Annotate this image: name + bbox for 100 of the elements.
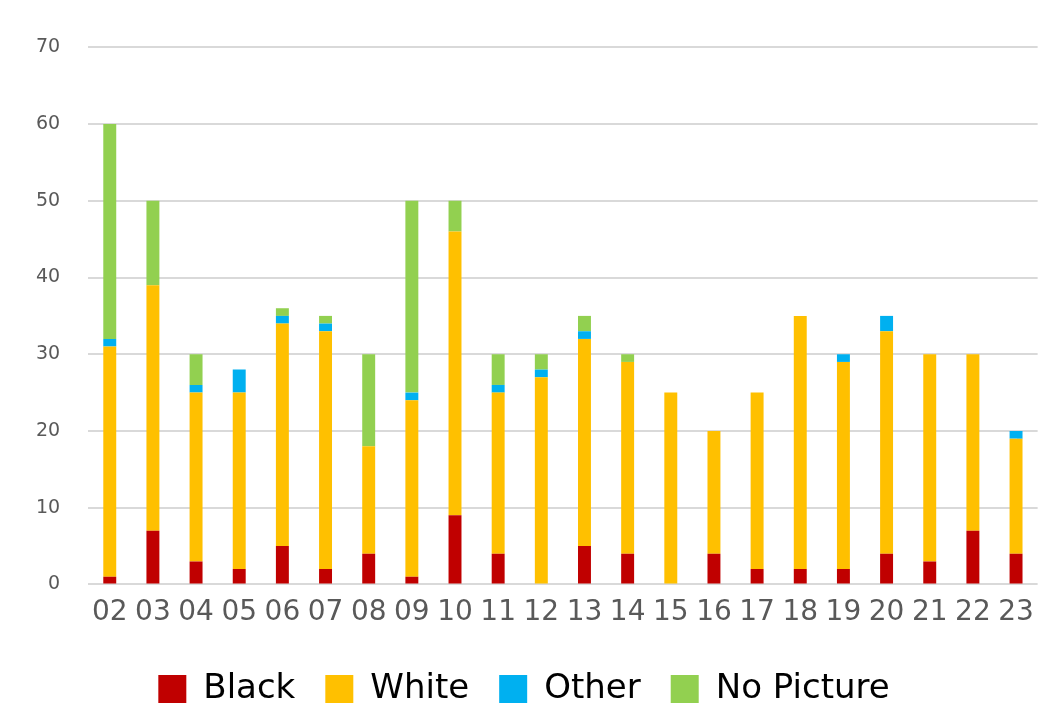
- bar: [405, 576, 419, 584]
- x-tick-label: 12: [523, 594, 560, 628]
- bar: [880, 553, 894, 584]
- x-tick-label: 08: [350, 594, 387, 628]
- bar: [275, 323, 289, 547]
- bar: [362, 354, 376, 447]
- bar: [319, 315, 333, 324]
- x-tick-label: 13: [566, 594, 603, 628]
- bar: [880, 331, 894, 554]
- x-tick-label: 16: [696, 594, 732, 628]
- bar: [707, 430, 721, 554]
- x-tick-label: 22: [955, 594, 991, 628]
- bar: [578, 338, 591, 547]
- bar: [836, 354, 850, 362]
- bar: [578, 315, 591, 332]
- x-tick-label: 05: [221, 594, 258, 628]
- bar: [1009, 438, 1023, 554]
- bar: [966, 530, 980, 584]
- bar: [103, 346, 117, 577]
- bar: [750, 569, 764, 584]
- x-tick-label: 04: [178, 594, 214, 628]
- bar: [448, 231, 462, 516]
- legend-label: White: [370, 665, 470, 706]
- bar: [621, 553, 635, 584]
- legend-label: No Picture: [715, 665, 890, 706]
- bar: [448, 515, 462, 584]
- bar: [275, 315, 289, 324]
- bar: [232, 392, 246, 570]
- bar: [1009, 553, 1023, 584]
- x-tick-label: 20: [868, 594, 905, 628]
- bar: [275, 308, 289, 316]
- bar: [491, 354, 505, 385]
- bar: [621, 361, 635, 554]
- x-tick-label: 23: [998, 594, 1034, 628]
- bar: [534, 369, 548, 378]
- y-tick-label: 50: [35, 187, 61, 210]
- y-tick-label: 0: [48, 571, 61, 594]
- x-tick-label: 14: [609, 594, 646, 628]
- x-tick-label: 10: [437, 594, 473, 628]
- bar: [319, 331, 333, 570]
- bar: [880, 315, 894, 332]
- bar: [578, 331, 591, 339]
- bar: [836, 361, 850, 570]
- bar: [146, 200, 160, 286]
- y-tick-label: 30: [35, 341, 61, 364]
- bar: [405, 200, 419, 393]
- bar: [491, 553, 505, 584]
- x-tick-label: 21: [911, 594, 948, 628]
- y-tick-label: 40: [35, 264, 61, 287]
- bar: [793, 569, 807, 584]
- bar: [232, 369, 246, 393]
- y-tick-label: 10: [35, 494, 61, 517]
- y-tick-label: 60: [35, 111, 61, 134]
- x-tick-label: 09: [394, 594, 430, 628]
- bar: [923, 561, 937, 584]
- bar: [491, 384, 505, 393]
- x-tick-label: 15: [652, 594, 689, 628]
- bar: [578, 546, 591, 584]
- bar: [189, 392, 203, 562]
- bar: [103, 338, 117, 347]
- bar: [750, 392, 764, 570]
- bar: [146, 285, 160, 531]
- bar: [534, 377, 548, 584]
- bar: [621, 354, 635, 362]
- bar: [836, 569, 850, 584]
- bar: [275, 546, 289, 584]
- bar: [664, 392, 678, 584]
- bar: [189, 354, 203, 385]
- bar: [362, 446, 376, 554]
- y-tick-label: 20: [35, 417, 61, 440]
- bar: [319, 323, 333, 332]
- x-tick-label: 06: [264, 594, 301, 628]
- x-tick-label: 18: [782, 594, 819, 628]
- bar: [707, 553, 721, 584]
- bar: [793, 315, 807, 570]
- bar: [405, 392, 419, 401]
- bar: [103, 124, 117, 339]
- bar: [362, 553, 376, 584]
- bar: [103, 576, 117, 584]
- x-tick-label: 07: [307, 594, 344, 628]
- x-tick-label: 19: [825, 594, 862, 628]
- bar: [923, 354, 937, 562]
- x-tick-label: 17: [739, 594, 775, 628]
- bar: [491, 392, 505, 554]
- y-tick-label: 70: [35, 34, 61, 57]
- bar: [146, 530, 160, 584]
- bar: [405, 400, 419, 577]
- legend-label: Black: [203, 665, 296, 706]
- bar: [534, 354, 548, 370]
- x-tick-label: 03: [135, 594, 171, 628]
- bar: [448, 200, 462, 232]
- bar: [1009, 430, 1023, 439]
- legend-label: Other: [544, 665, 641, 706]
- bar: [232, 569, 246, 584]
- bar: [966, 354, 980, 531]
- x-tick-label: 02: [91, 594, 128, 628]
- bar: [319, 569, 333, 584]
- bar: [189, 561, 203, 584]
- x-tick-label: 11: [480, 594, 516, 628]
- bar: [189, 384, 203, 393]
